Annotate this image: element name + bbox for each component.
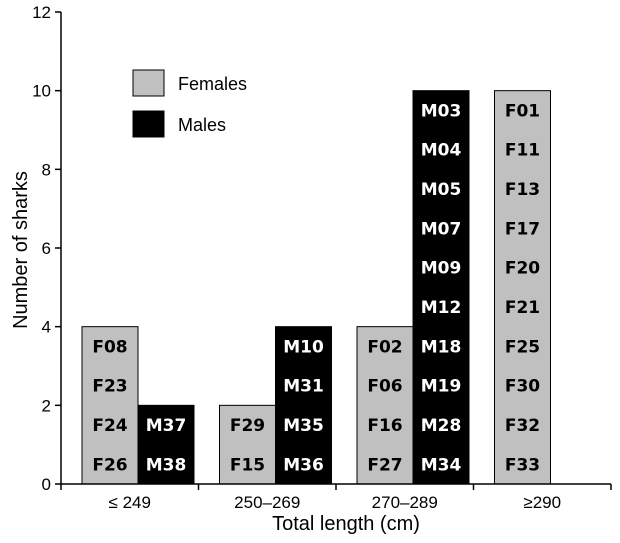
bar-data-label: M03 — [421, 101, 462, 121]
bar-data-label: M34 — [421, 455, 462, 475]
bar-data-label: F16 — [367, 416, 402, 436]
legend-label-males: Males — [178, 115, 226, 135]
x-tick-label: ≤ 249 — [109, 493, 151, 512]
bar-data-label: F13 — [505, 180, 540, 200]
bar-data-label: F26 — [92, 455, 127, 475]
bar-data-label: M28 — [421, 416, 462, 436]
bar-data-label: M10 — [283, 337, 324, 357]
bar-data-label: M37 — [146, 416, 187, 436]
bar-data-label: F30 — [505, 377, 540, 397]
bar-data-label: M07 — [421, 219, 462, 239]
bar-data-label: F06 — [367, 377, 402, 397]
bar-data-label: M36 — [283, 455, 324, 475]
bar-data-label: F32 — [505, 416, 540, 436]
legend-label-females: Females — [178, 74, 247, 94]
bar-data-label: F25 — [505, 337, 540, 357]
bar-data-label: M19 — [421, 377, 462, 397]
bar-data-label: F33 — [505, 455, 540, 475]
bar-data-label: F11 — [505, 141, 540, 161]
bar-females-1 — [219, 404, 276, 485]
bar-data-label: M38 — [146, 455, 187, 475]
bar-data-label: M04 — [421, 141, 462, 161]
bar-data-label: M09 — [421, 259, 462, 279]
bar-males-1 — [275, 326, 332, 485]
y-tick-label: 8 — [42, 160, 51, 179]
bar-data-label: F29 — [230, 416, 265, 436]
y-tick-label: 0 — [42, 475, 51, 494]
bar-data-label: F15 — [230, 455, 265, 475]
bar-data-label: M12 — [421, 298, 462, 318]
bar-females-2 — [356, 326, 414, 485]
bar-males-2 — [412, 90, 470, 485]
bar-data-label: F02 — [367, 337, 402, 357]
x-tick-label: 270–289 — [372, 493, 438, 512]
y-tick-label: 10 — [32, 82, 51, 101]
bar-data-label: M18 — [421, 337, 462, 357]
bar-labels-layer: F08 F23 F24 F26 M37 M38 F29 F15 M10 M31 M35 M36 F02 F… — [92, 101, 540, 475]
x-axis-ticks: ≤ 249 250–269 270–289 ≥290 — [60, 484, 612, 512]
x-axis-title: Total length (cm) — [272, 513, 420, 535]
y-tick-label: 2 — [42, 396, 51, 415]
bar-data-label: M35 — [283, 416, 324, 436]
bar-data-label: F01 — [505, 101, 540, 121]
bar-data-label: M05 — [421, 180, 462, 200]
y-axis-ticks: 0 2 4 6 8 10 12 — [32, 3, 61, 494]
legend: Females Males — [132, 69, 247, 138]
bars-layer — [81, 90, 551, 485]
y-tick-label: 12 — [32, 3, 51, 22]
bar-data-label: F20 — [505, 259, 540, 279]
bar-data-label: F21 — [505, 298, 540, 318]
bar-males-0 — [137, 404, 195, 485]
bar-data-label: M31 — [283, 377, 324, 397]
y-axis-title: Number of sharks — [10, 171, 32, 329]
x-tick-label: 250–269 — [234, 493, 300, 512]
bar-data-label: F24 — [92, 416, 127, 436]
bar-data-label: F08 — [92, 337, 127, 357]
y-tick-label: 6 — [42, 239, 51, 258]
bar-data-label: F27 — [367, 455, 402, 475]
bar-females-0 — [81, 326, 139, 485]
legend-swatch-females — [132, 69, 165, 97]
legend-swatch-males — [132, 110, 165, 138]
y-tick-label: 4 — [42, 318, 51, 337]
x-tick-label: ≥290 — [523, 493, 561, 512]
bar-data-label: F23 — [92, 377, 127, 397]
bar-data-label: F17 — [505, 219, 540, 239]
